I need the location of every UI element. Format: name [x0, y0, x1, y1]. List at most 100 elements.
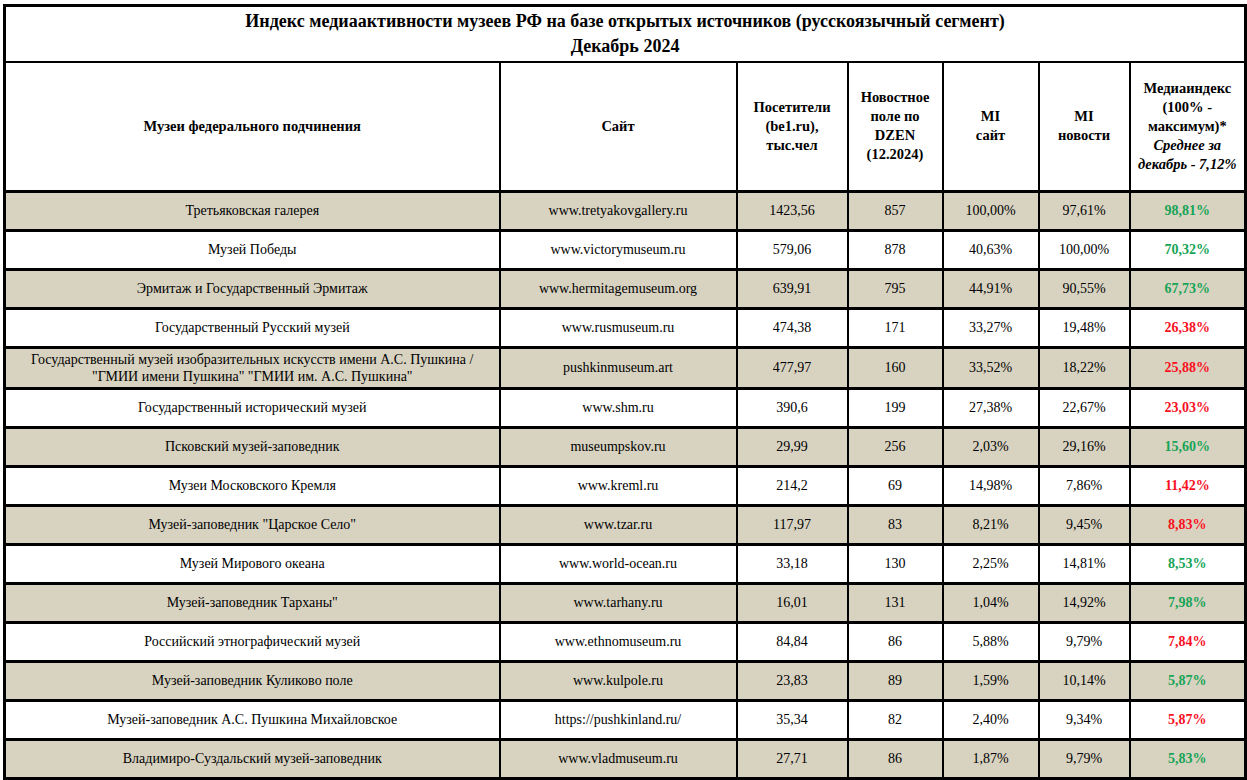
visitors-value-cell: 35,34 [737, 700, 848, 739]
table-row: Музей-заповедник Куликово поле www.kulpo… [5, 661, 1246, 700]
media-activity-index-table: Индекс медиаактивности музеев РФ на базе… [3, 4, 1247, 780]
museum-name-cell: Музей-заповедник Куликово поле [5, 661, 500, 700]
table-row: Музей-заповедник "Царское Село" www.tzar… [5, 505, 1246, 544]
table-row: Музеи Московского Кремля www.kreml.ru 21… [5, 466, 1246, 505]
column-header-museums: Музеи федерального подчинения [5, 62, 500, 191]
table-row: Российский этнографический музей www.eth… [5, 622, 1246, 661]
visitors-value-cell: 27,71 [737, 739, 848, 778]
media-index-value-cell: 5,87% [1130, 661, 1246, 700]
table-row: Владимиро-Суздальский музей-заповедник w… [5, 739, 1246, 778]
museum-name-cell: Музей-заповедник Тарханы" [5, 583, 500, 622]
visitors-value-cell: 29,99 [737, 427, 848, 466]
visitors-value-cell: 117,97 [737, 505, 848, 544]
visitors-value-cell: 390,6 [737, 388, 848, 427]
mi-news-value-cell: 29,16% [1039, 427, 1130, 466]
museum-name-cell: Музей Победы [5, 230, 500, 269]
table-title-line2: Декабрь 2024 [8, 34, 1242, 59]
media-index-value-cell: 15,60% [1130, 427, 1246, 466]
museum-name-cell: Государственный музей изобразительных ис… [5, 347, 500, 388]
mi-site-value-cell: 33,52% [943, 347, 1039, 388]
mi-site-value-cell: 1,04% [943, 583, 1039, 622]
museum-site-cell: www.hermitagemuseum.org [500, 269, 737, 308]
table-title-line1: Индекс медиаактивности музеев РФ на базе… [8, 9, 1242, 34]
dzen-news-value-cell: 795 [848, 269, 943, 308]
visitors-value-cell: 639,91 [737, 269, 848, 308]
media-index-value-cell: 70,32% [1130, 230, 1246, 269]
mi-news-value-cell: 14,92% [1039, 583, 1130, 622]
table-header-row: Музеи федерального подчинения Сайт Посет… [5, 62, 1246, 191]
dzen-news-value-cell: 69 [848, 466, 943, 505]
mi-news-value-cell: 100,00% [1039, 230, 1130, 269]
media-index-value-cell: 8,83% [1130, 505, 1246, 544]
column-header-media-index-note: Среднее за декабрь - 7,12% [1136, 136, 1240, 174]
table-row: Музей Мирового океана www.world-ocean.ru… [5, 544, 1246, 583]
museum-name-cell: Эрмитаж и Государственный Эрмитаж [5, 269, 500, 308]
museum-name-cell: Музеи Московского Кремля [5, 466, 500, 505]
media-index-value-cell: 23,03% [1130, 388, 1246, 427]
mi-news-value-cell: 10,14% [1039, 661, 1130, 700]
table-row: Государственный исторический музей www.s… [5, 388, 1246, 427]
museum-site-cell: www.victorymuseum.ru [500, 230, 737, 269]
museum-site-cell: pushkinmuseum.art [500, 347, 737, 388]
column-header-visitors: Посетители (be1.ru), тыс.чел [737, 62, 848, 191]
museum-name-cell: Музей-заповедник "Царское Село" [5, 505, 500, 544]
mi-site-value-cell: 14,98% [943, 466, 1039, 505]
visitors-value-cell: 477,97 [737, 347, 848, 388]
museum-site-cell: www.kreml.ru [500, 466, 737, 505]
table-row: Музей-заповедник А.С. Пушкина Михайловск… [5, 700, 1246, 739]
museum-name-cell: Музей-заповедник А.С. Пушкина Михайловск… [5, 700, 500, 739]
dzen-news-value-cell: 83 [848, 505, 943, 544]
dzen-news-value-cell: 256 [848, 427, 943, 466]
table-title-row: Индекс медиаактивности музеев РФ на базе… [5, 6, 1246, 63]
table-row: Государственный Русский музей www.rusmus… [5, 308, 1246, 347]
mi-news-value-cell: 97,61% [1039, 191, 1130, 230]
media-index-value-cell: 5,87% [1130, 700, 1246, 739]
column-header-mi-news: MI новости [1039, 62, 1130, 191]
media-index-value-cell: 67,73% [1130, 269, 1246, 308]
media-index-value-cell: 8,53% [1130, 544, 1246, 583]
mi-news-value-cell: 14,81% [1039, 544, 1130, 583]
mi-news-value-cell: 18,22% [1039, 347, 1130, 388]
table-row: Эрмитаж и Государственный Эрмитаж www.he… [5, 269, 1246, 308]
museum-name-cell: Государственный исторический музей [5, 388, 500, 427]
table-title-cell: Индекс медиаактивности музеев РФ на базе… [5, 6, 1246, 63]
media-index-value-cell: 11,42% [1130, 466, 1246, 505]
dzen-news-value-cell: 171 [848, 308, 943, 347]
museum-name-cell: Третьяковская галерея [5, 191, 500, 230]
media-index-value-cell: 5,83% [1130, 739, 1246, 778]
museum-site-cell: https://pushkinland.ru/ [500, 700, 737, 739]
column-header-site: Сайт [500, 62, 737, 191]
mi-news-value-cell: 22,67% [1039, 388, 1130, 427]
museum-name-cell: Владимиро-Суздальский музей-заповедник [5, 739, 500, 778]
mi-news-value-cell: 9,34% [1039, 700, 1130, 739]
media-index-value-cell: 7,84% [1130, 622, 1246, 661]
mi-site-value-cell: 5,88% [943, 622, 1039, 661]
visitors-value-cell: 16,01 [737, 583, 848, 622]
dzen-news-value-cell: 89 [848, 661, 943, 700]
museum-site-cell: www.vladmuseum.ru [500, 739, 737, 778]
mi-site-value-cell: 100,00% [943, 191, 1039, 230]
table-row: Музей Победы www.victorymuseum.ru 579,06… [5, 230, 1246, 269]
dzen-news-value-cell: 857 [848, 191, 943, 230]
visitors-value-cell: 579,06 [737, 230, 848, 269]
mi-site-value-cell: 44,91% [943, 269, 1039, 308]
mi-news-value-cell: 90,55% [1039, 269, 1130, 308]
media-index-value-cell: 26,38% [1130, 308, 1246, 347]
table-body: Третьяковская галерея www.tretyakovgalle… [5, 191, 1246, 780]
media-index-value-cell: 7,98% [1130, 583, 1246, 622]
museum-site-cell: www.shm.ru [500, 388, 737, 427]
visitors-value-cell: 84,84 [737, 622, 848, 661]
mi-site-value-cell: 2,40% [943, 700, 1039, 739]
museum-site-cell: www.rusmuseum.ru [500, 308, 737, 347]
museum-name-cell: Государственный Русский музей [5, 308, 500, 347]
table-row: Псковский музей-заповедник museumpskov.r… [5, 427, 1246, 466]
mi-site-value-cell: 8,21% [943, 505, 1039, 544]
museum-site-cell: www.world-ocean.ru [500, 544, 737, 583]
table-row: Третьяковская галерея www.tretyakovgalle… [5, 191, 1246, 230]
dzen-news-value-cell: 160 [848, 347, 943, 388]
museum-name-cell: Музей Мирового океана [5, 544, 500, 583]
column-header-media-index-main: Медиаиндекс (100% - максимум)* [1136, 79, 1240, 136]
dzen-news-value-cell: 86 [848, 739, 943, 778]
document-page: Индекс медиаактивности музеев РФ на базе… [0, 0, 1247, 780]
column-header-dzen-news: Новостное поле по DZEN (12.2024) [848, 62, 943, 191]
